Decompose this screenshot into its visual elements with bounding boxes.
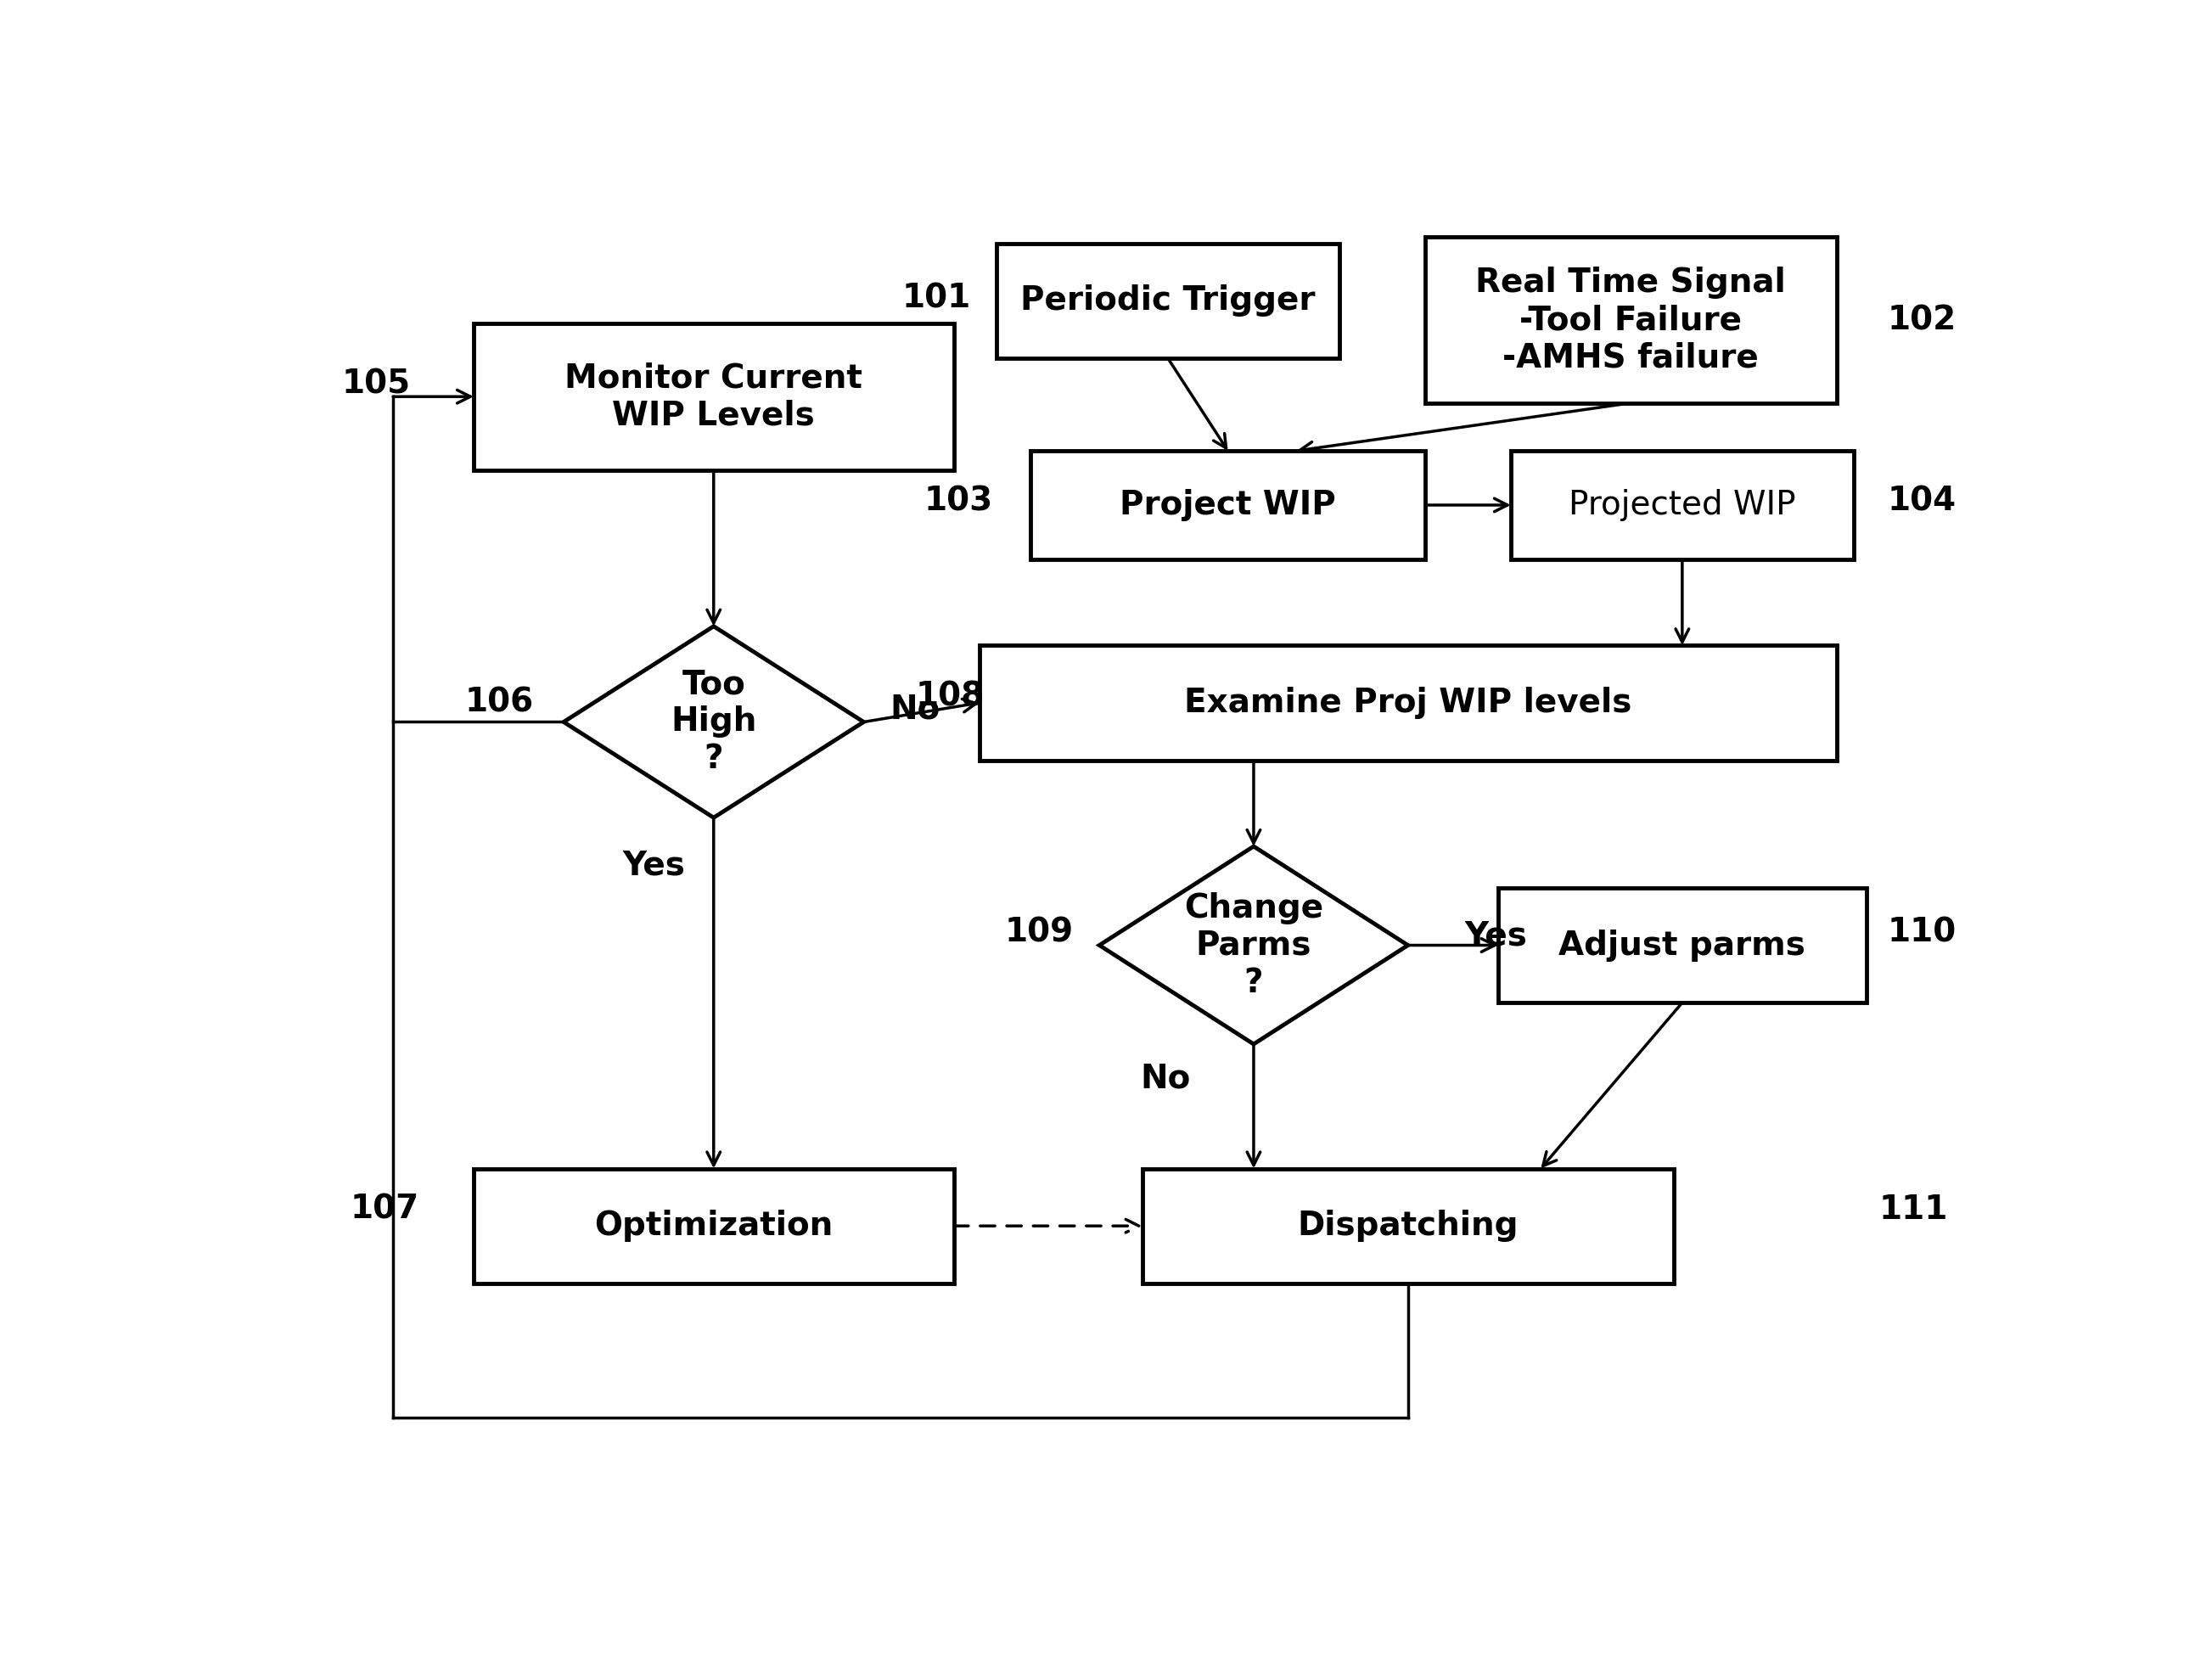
FancyBboxPatch shape	[1031, 451, 1425, 560]
FancyBboxPatch shape	[473, 1168, 953, 1283]
Text: Adjust parms: Adjust parms	[1559, 930, 1805, 961]
Text: 107: 107	[349, 1193, 418, 1226]
Text: 101: 101	[902, 282, 971, 315]
Text: Project WIP: Project WIP	[1119, 489, 1336, 522]
Polygon shape	[564, 626, 863, 817]
FancyBboxPatch shape	[1498, 888, 1867, 1002]
Text: 102: 102	[1887, 303, 1958, 336]
Text: 104: 104	[1887, 486, 1958, 517]
Text: 103: 103	[925, 486, 993, 517]
Text: Real Time Signal
-Tool Failure
-AMHS failure: Real Time Signal -Tool Failure -AMHS fai…	[1475, 267, 1785, 373]
Polygon shape	[1099, 847, 1407, 1044]
FancyBboxPatch shape	[473, 323, 953, 471]
FancyBboxPatch shape	[980, 646, 1836, 761]
Text: 108: 108	[916, 681, 984, 713]
Text: Too
High
?: Too High ?	[670, 668, 757, 775]
Text: Optimization: Optimization	[595, 1210, 834, 1243]
Text: Monitor Current
WIP Levels: Monitor Current WIP Levels	[564, 361, 863, 431]
FancyBboxPatch shape	[998, 244, 1340, 358]
Text: 110: 110	[1887, 916, 1958, 948]
Text: No: No	[1139, 1062, 1190, 1095]
Text: 111: 111	[1880, 1193, 1949, 1226]
FancyBboxPatch shape	[1141, 1168, 1674, 1283]
Text: 106: 106	[465, 686, 533, 719]
FancyBboxPatch shape	[1425, 237, 1836, 403]
Text: Examine Proj WIP levels: Examine Proj WIP levels	[1183, 686, 1632, 719]
Text: Projected WIP: Projected WIP	[1568, 489, 1796, 522]
FancyBboxPatch shape	[1511, 451, 1854, 560]
Text: 105: 105	[341, 368, 411, 399]
Text: Periodic Trigger: Periodic Trigger	[1020, 285, 1316, 316]
Text: Yes: Yes	[1464, 920, 1526, 953]
Text: No: No	[889, 693, 940, 726]
Text: Yes: Yes	[622, 850, 686, 882]
Text: Change
Parms
?: Change Parms ?	[1183, 891, 1323, 999]
Text: Dispatching: Dispatching	[1298, 1210, 1517, 1243]
Text: 109: 109	[1004, 916, 1073, 948]
